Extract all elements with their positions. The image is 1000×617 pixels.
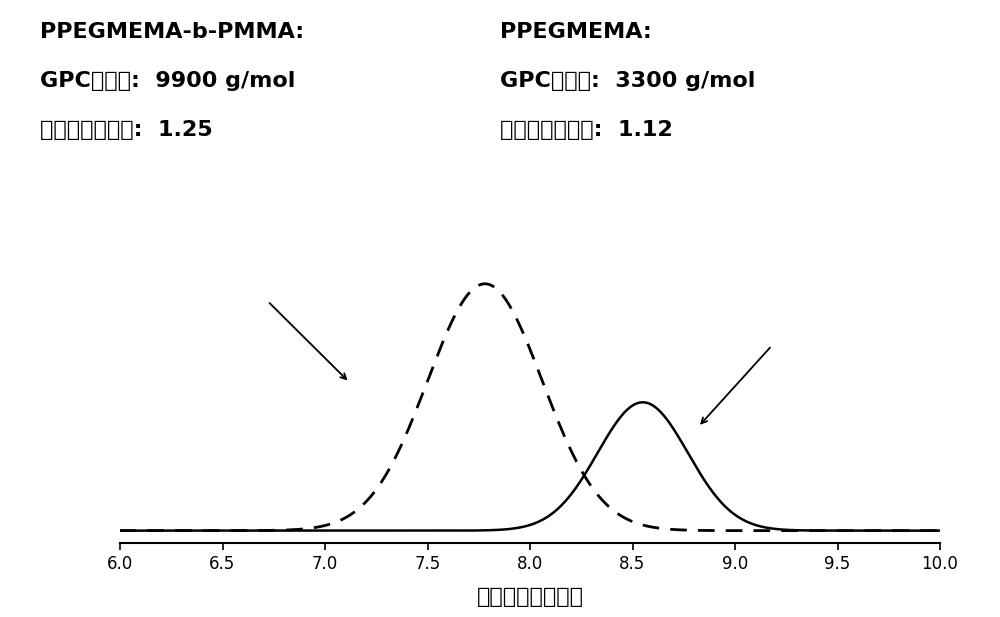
Text: 分子量分布指数:  1.12: 分子量分布指数: 1.12 bbox=[500, 120, 673, 140]
Text: PPEGMEMA-b-PMMA:: PPEGMEMA-b-PMMA: bbox=[40, 22, 304, 41]
Text: PPEGMEMA:: PPEGMEMA: bbox=[500, 22, 652, 41]
Text: 分子量分布指数:  1.25: 分子量分布指数: 1.25 bbox=[40, 120, 213, 140]
Text: GPC分子量:  3300 g/mol: GPC分子量: 3300 g/mol bbox=[500, 71, 755, 91]
X-axis label: 流出时间（分钟）: 流出时间（分钟） bbox=[477, 587, 584, 607]
Text: GPC分子量:  9900 g/mol: GPC分子量: 9900 g/mol bbox=[40, 71, 295, 91]
